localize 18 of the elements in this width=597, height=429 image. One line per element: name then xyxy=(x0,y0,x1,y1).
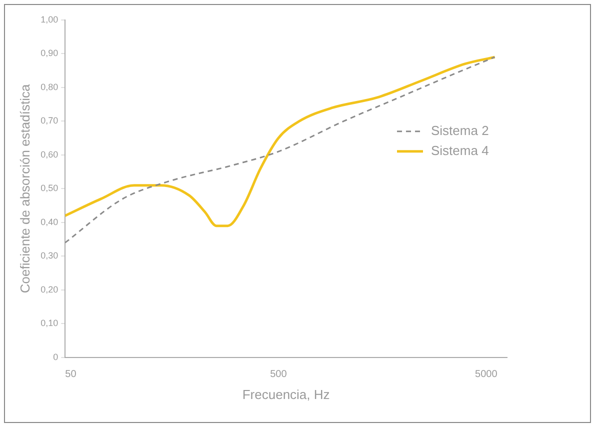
y-axis-title: Coeficiente de absorción estadística xyxy=(17,84,32,294)
x-axis-title: Frecuencia, Hz xyxy=(242,386,330,402)
y-tick-label: 0,80 xyxy=(40,82,58,92)
x-tick-label: 5000 xyxy=(475,369,498,380)
legend-label: Sistema 2 xyxy=(431,122,489,138)
legend-label: Sistema 4 xyxy=(431,142,489,158)
y-tick-label: 0,10 xyxy=(40,318,58,328)
x-tick-label: 50 xyxy=(65,369,77,380)
y-tick-label: 1,00 xyxy=(40,14,58,24)
y-tick-label: 0,50 xyxy=(40,183,58,194)
y-tick-label: 0,70 xyxy=(40,116,58,126)
y-tick-label: 0,90 xyxy=(40,48,58,58)
x-tick-label: 500 xyxy=(270,369,288,380)
y-tick-label: 0,40 xyxy=(40,216,58,227)
y-tick-label: 0,60 xyxy=(40,149,58,160)
y-tick-label: 0,20 xyxy=(40,284,58,294)
y-tick-label: 0,30 xyxy=(40,250,58,261)
y-tick-label: 0 xyxy=(53,352,58,362)
